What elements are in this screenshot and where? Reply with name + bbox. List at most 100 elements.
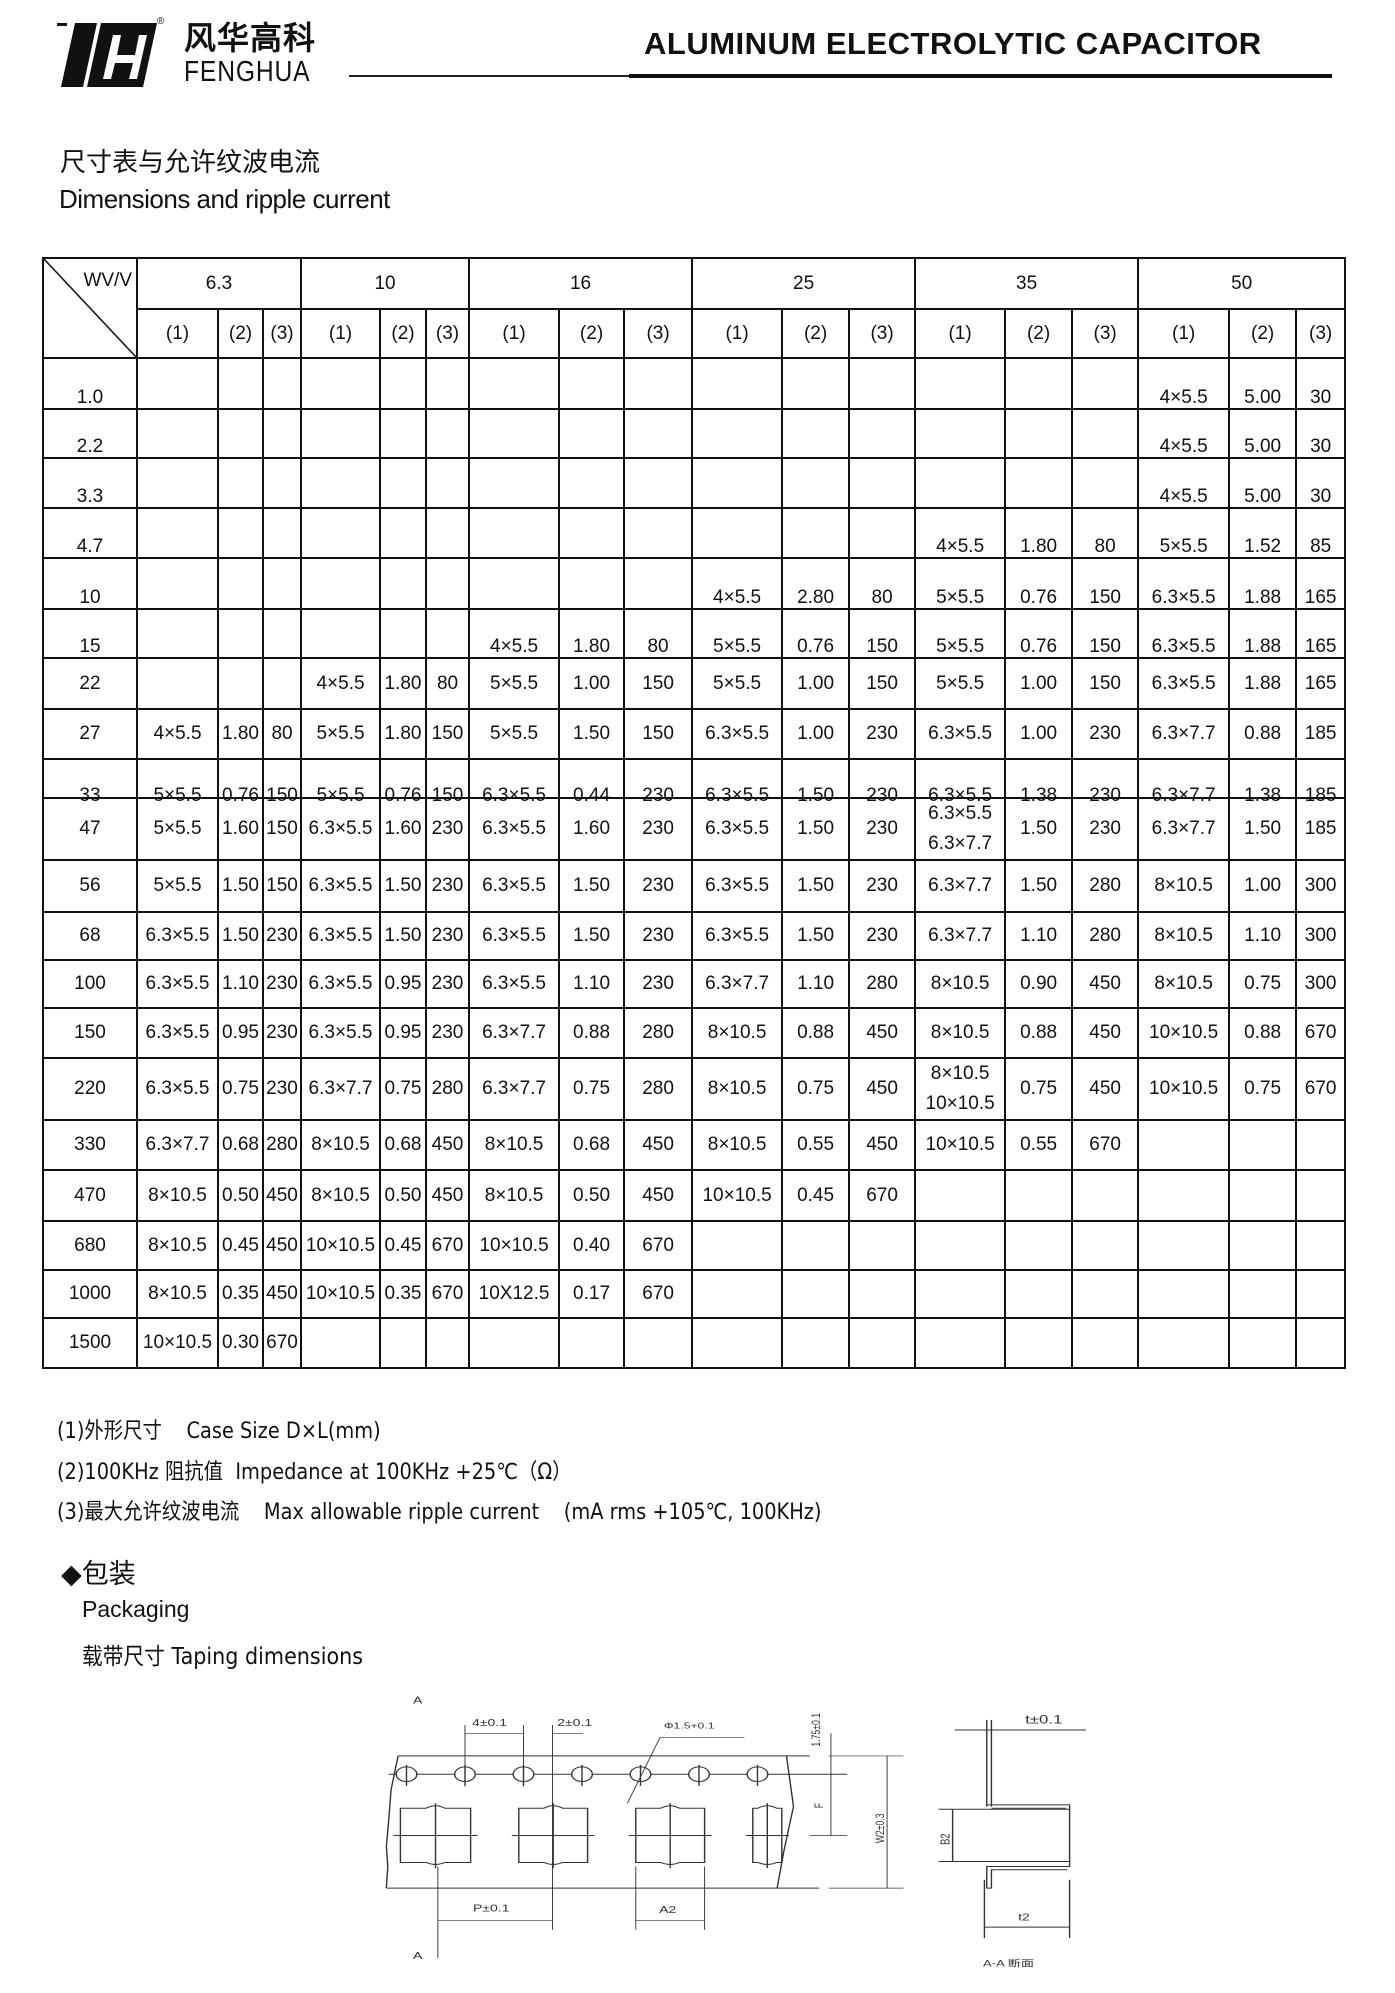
pockets (393, 1803, 789, 1869)
impedance-cell (1228, 1269, 1298, 1319)
case-size-cell: 6.3×5.5 (1137, 557, 1231, 610)
cell-value: 230 (642, 875, 674, 896)
cell-value: 230 (266, 1078, 298, 1099)
capacitance-cell: 100 (42, 959, 138, 1009)
cell-value: 1.50 (797, 925, 835, 946)
case-size-cell: 5×5.5 (136, 797, 219, 861)
cell-value: 5×5.5 (713, 672, 762, 694)
ripple-current-cell: 280 (623, 1057, 694, 1121)
cell-value: 4×5.5 (713, 587, 762, 608)
case-size-cell (914, 457, 1007, 509)
ripple-current-cell (1071, 357, 1140, 410)
impedance-cell: 1.88 (1228, 608, 1298, 659)
sub-header: (3) (425, 308, 471, 359)
impedance-cell (217, 657, 264, 710)
ripple-current-cell (425, 408, 471, 459)
sub-header: (3) (1295, 308, 1347, 359)
impedance-cell (781, 357, 851, 410)
ripple-current-cell: 150 (1071, 557, 1140, 610)
ripple-current-cell: 185 (1295, 758, 1347, 805)
cell-value: 670 (866, 1184, 898, 1206)
cell-value: 5.00 (1244, 387, 1282, 408)
cell-value: 6.3×5.5 (145, 1078, 210, 1099)
table-row: 3.3 4×5.5 5.00 30 (42, 457, 1347, 509)
cell-value: 280 (642, 1022, 674, 1043)
table-row: 15 4×5.5 1.80 80 5×5.5 0.76 150 5×5.5 0.76 150 6.3… (42, 608, 1347, 659)
table-row: 4.7 4×5.5 1.80 80 5×5.5 1.52 85 (42, 507, 1347, 559)
case-size-cell: 6.3×7.7 (468, 1057, 561, 1121)
impedance-cell (558, 457, 626, 509)
impedance-cell: 0.88 (1228, 708, 1298, 760)
sub-header: (2) (781, 308, 851, 359)
case-size-cell (468, 457, 561, 509)
ripple-current-cell: 450 (261, 1269, 303, 1319)
impedance-cell: 0.45 (781, 1169, 851, 1222)
case-size-cell (914, 1220, 1007, 1271)
cell-value: 0.50 (384, 1184, 422, 1206)
cell-value: 5×5.5 (936, 587, 985, 608)
case-size-cell (914, 408, 1007, 459)
impedance-cell: 0.76 (379, 758, 428, 805)
edge-to-hole-label: 1.75±0.1 (810, 1713, 824, 1747)
ripple-current-cell: 150 (848, 657, 917, 710)
pocket (752, 1805, 783, 1865)
case-size-cell: 8×10.5 (136, 1269, 219, 1319)
cell-value: 8×10.5 (707, 1134, 767, 1155)
cell-value: 150 (642, 672, 674, 694)
impedance-cell: 1.00 (1004, 657, 1074, 710)
impedance-cell: 0.95 (217, 1007, 264, 1059)
cell-value: 230 (1089, 723, 1121, 744)
cell-value: 150 (866, 636, 898, 657)
cell-value: 0.68 (222, 1134, 259, 1155)
cell-value: 4×5.5 (153, 723, 202, 744)
cell-value: 670 (431, 1234, 464, 1256)
cell-value: 1.50 (797, 818, 835, 839)
ripple-current-cell (1071, 457, 1140, 509)
table-row: 220 6.3×5.5 0.75 230 6.3×7.7 0.75 280 6.3×7.7 0.… (42, 1057, 1347, 1121)
voltage-header: 6.3 (135, 257, 303, 310)
tape-width-label: W2±0.3 (873, 1813, 887, 1843)
dimension-lines (437, 1724, 904, 1959)
cell-value: 8×10.5 (1154, 973, 1213, 994)
impedance-cell (1228, 1220, 1298, 1271)
ripple-current-cell: 300 (1295, 959, 1347, 1009)
impedance-cell: 1.50 (1004, 797, 1074, 861)
impedance-cell (1004, 408, 1074, 459)
pocket (635, 1805, 706, 1865)
cell-value: 165 (1304, 587, 1337, 608)
cell-value: 450 (866, 1078, 898, 1099)
cell-value: 280 (1089, 875, 1121, 896)
capacitance-value: 2.2 (76, 436, 104, 457)
cell-value: 1.50 (384, 875, 422, 896)
capacitance-cell: 15 (42, 608, 138, 659)
capacitance-value: 27 (79, 723, 101, 744)
case-size-cell: 10×10.5 (300, 1269, 382, 1319)
cell-value: 30 (1310, 486, 1332, 507)
impedance-cell: 0.45 (217, 1220, 264, 1271)
ripple-current-cell: 230 (261, 959, 303, 1009)
impedance-cell: 1.10 (781, 959, 851, 1009)
cell-value: 10×10.5 (1149, 1022, 1219, 1043)
impedance-cell: 1.80 (1004, 507, 1074, 559)
cell-value: 230 (1089, 818, 1121, 839)
case-size-cell: 6.3×7.7 (914, 911, 1007, 961)
section-mark-top: A (413, 1694, 423, 1705)
capacitance-cell: 68 (42, 911, 138, 961)
cell-value: 1.00 (1020, 723, 1058, 744)
cell-value: 1.50 (797, 875, 835, 896)
cell-value: 6.3×5.5 (482, 818, 546, 839)
ripple-current-cell: 230 (623, 911, 694, 961)
cell-value: 0.75 (222, 1078, 259, 1099)
ripple-current-cell (261, 357, 303, 410)
cell-value: 80 (271, 723, 293, 744)
impedance-cell (781, 1317, 851, 1369)
case-size-cell (914, 1169, 1007, 1222)
case-size-cell: 5×5.5 (691, 608, 784, 659)
ripple-current-cell: 280 (848, 959, 917, 1009)
case-size-cell: 10×10.5 (1137, 1007, 1231, 1059)
ripple-current-cell: 230 (848, 758, 917, 805)
impedance-cell: 0.88 (558, 1007, 626, 1059)
case-size-cell (691, 507, 784, 559)
cell-value: 0.55 (797, 1134, 835, 1155)
capacitance-cell: 680 (42, 1220, 138, 1271)
